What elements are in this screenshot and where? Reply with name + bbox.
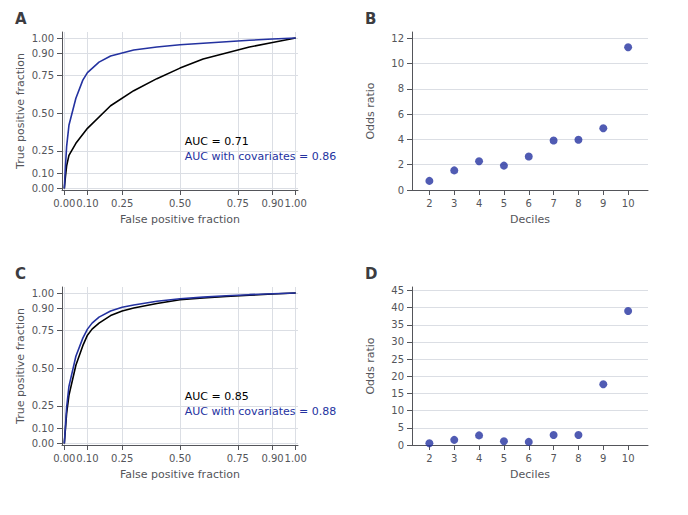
svg-text:D: D <box>365 265 377 283</box>
svg-text:0.75: 0.75 <box>32 325 54 336</box>
svg-text:4: 4 <box>476 453 482 464</box>
svg-text:0.10: 0.10 <box>32 423 54 434</box>
svg-text:4: 4 <box>398 134 404 145</box>
svg-text:AUC with covariates = 0.88: AUC with covariates = 0.88 <box>185 405 336 418</box>
svg-text:Odds ratio: Odds ratio <box>364 82 377 139</box>
svg-text:0.75: 0.75 <box>227 453 249 464</box>
svg-text:Odds ratio: Odds ratio <box>364 337 377 394</box>
svg-text:0.50: 0.50 <box>32 363 54 374</box>
svg-text:0.50: 0.50 <box>169 198 191 209</box>
svg-text:8: 8 <box>575 453 581 464</box>
svg-text:1.00: 1.00 <box>285 198 307 209</box>
svg-text:0.25: 0.25 <box>111 198 133 209</box>
svg-text:9: 9 <box>600 453 606 464</box>
svg-text:0.90: 0.90 <box>261 453 283 464</box>
svg-text:6: 6 <box>526 198 532 209</box>
svg-text:0.00: 0.00 <box>32 438 54 449</box>
svg-text:1.00: 1.00 <box>32 288 54 299</box>
svg-text:0.00: 0.00 <box>32 183 54 194</box>
svg-text:AUC = 0.71: AUC = 0.71 <box>185 135 249 148</box>
svg-text:B: B <box>365 10 376 28</box>
svg-text:C: C <box>15 265 26 283</box>
svg-text:12: 12 <box>391 33 404 44</box>
svg-text:0.90: 0.90 <box>32 303 54 314</box>
svg-text:2: 2 <box>426 453 432 464</box>
svg-text:7: 7 <box>550 453 556 464</box>
svg-text:True positive fraction: True positive fraction <box>14 53 27 170</box>
svg-text:10: 10 <box>391 58 404 69</box>
svg-text:Deciles: Deciles <box>510 468 550 481</box>
svg-text:0.75: 0.75 <box>227 198 249 209</box>
svg-text:False positive fraction: False positive fraction <box>120 213 240 226</box>
svg-text:5: 5 <box>398 422 404 433</box>
svg-text:0.10: 0.10 <box>76 453 98 464</box>
svg-text:10: 10 <box>622 198 635 209</box>
svg-text:6: 6 <box>526 453 532 464</box>
svg-text:False positive fraction: False positive fraction <box>120 468 240 481</box>
svg-text:25: 25 <box>391 354 404 365</box>
svg-text:40: 40 <box>391 302 404 313</box>
svg-text:0.25: 0.25 <box>32 145 54 156</box>
svg-text:10: 10 <box>622 453 635 464</box>
svg-text:9: 9 <box>600 198 606 209</box>
svg-text:1.00: 1.00 <box>32 33 54 44</box>
svg-text:0.10: 0.10 <box>76 198 98 209</box>
svg-text:0.50: 0.50 <box>32 108 54 119</box>
svg-text:3: 3 <box>451 453 457 464</box>
svg-text:20: 20 <box>391 371 404 382</box>
svg-text:0.25: 0.25 <box>111 453 133 464</box>
svg-text:0.25: 0.25 <box>32 400 54 411</box>
svg-text:0.75: 0.75 <box>32 70 54 81</box>
svg-text:15: 15 <box>391 388 404 399</box>
svg-text:0.90: 0.90 <box>261 198 283 209</box>
svg-text:10: 10 <box>391 405 404 416</box>
svg-text:6: 6 <box>398 109 404 120</box>
svg-text:5: 5 <box>501 198 507 209</box>
svg-text:4: 4 <box>476 198 482 209</box>
svg-text:0: 0 <box>398 440 404 451</box>
svg-text:0.00: 0.00 <box>53 453 75 464</box>
svg-text:0.00: 0.00 <box>53 198 75 209</box>
svg-text:AUC = 0.85: AUC = 0.85 <box>185 390 249 403</box>
svg-text:True positive fraction: True positive fraction <box>14 308 27 425</box>
svg-text:7: 7 <box>550 198 556 209</box>
svg-text:0.50: 0.50 <box>169 453 191 464</box>
svg-text:8: 8 <box>398 83 404 94</box>
svg-text:5: 5 <box>501 453 507 464</box>
svg-text:1.00: 1.00 <box>285 453 307 464</box>
svg-text:35: 35 <box>391 319 404 330</box>
svg-text:8: 8 <box>575 198 581 209</box>
svg-text:0: 0 <box>398 185 404 196</box>
svg-text:Deciles: Deciles <box>510 213 550 226</box>
svg-text:45: 45 <box>391 285 404 296</box>
svg-text:30: 30 <box>391 336 404 347</box>
svg-text:0.10: 0.10 <box>32 168 54 179</box>
svg-text:3: 3 <box>451 198 457 209</box>
svg-text:0.90: 0.90 <box>32 48 54 59</box>
svg-text:2: 2 <box>398 159 404 170</box>
svg-text:2: 2 <box>426 198 432 209</box>
svg-text:AUC with covariates = 0.86: AUC with covariates = 0.86 <box>185 150 336 163</box>
svg-text:A: A <box>15 10 27 28</box>
